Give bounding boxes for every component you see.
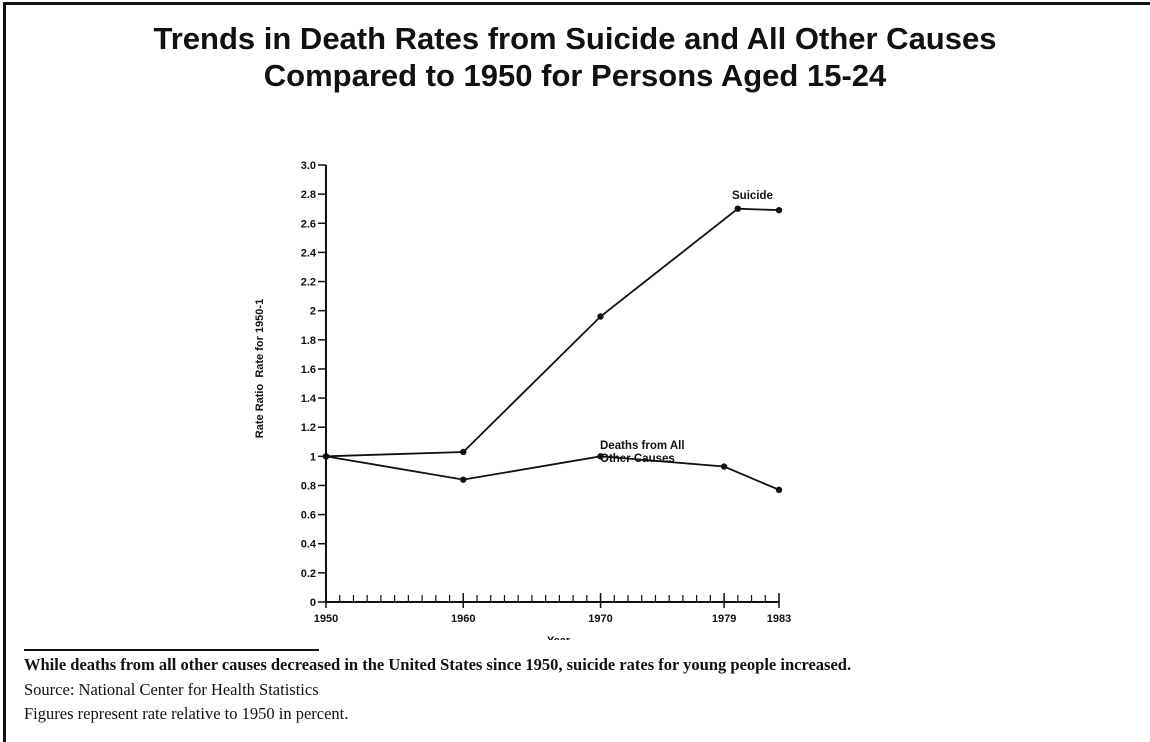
y-axis-title: Rate Ratio Rate for 1950-1 (254, 299, 266, 438)
data-point-suicide (460, 448, 467, 456)
y-tick-label: 1.6 (301, 364, 316, 376)
page-frame (3, 2, 1150, 742)
data-point-all-other-causes (775, 486, 783, 494)
chart-title: Trends in Death Rates from Suicide and A… (153, 21, 997, 56)
x-tick-label: 1950 (314, 613, 338, 625)
chart-title-block: Trends in Death Rates from Suicide and A… (0, 20, 1150, 94)
data-point-all-other-causes (322, 453, 330, 460)
caption-summary: While deaths from all other causes decre… (24, 655, 852, 674)
y-tick-label: 2.6 (301, 218, 316, 230)
y-tick-label: 0.2 (301, 568, 316, 580)
y-tick-label: 2.2 (301, 277, 316, 289)
y-tick-label: 1 (310, 451, 316, 463)
x-tick-label: 1979 (712, 613, 736, 625)
y-tick-label: 2 (310, 306, 316, 318)
chart-labels: Year Rate Ratio Rate for 1950-1 Suicide Dea… (254, 190, 773, 640)
data-point-suicide (597, 313, 604, 320)
x-axis-title: Year (547, 635, 571, 640)
y-tick-label: 0 (310, 597, 316, 609)
data-point-all-other-causes (460, 476, 467, 483)
series-line-all-other-causes (325, 455, 780, 491)
y-tick-label: 2.8 (301, 189, 316, 201)
y-tick-label: 1.8 (301, 335, 316, 347)
y-tick-label: 3.0 (301, 160, 316, 172)
series-label-suicide: Suicide (732, 190, 773, 202)
chart-points (322, 205, 783, 494)
line-chart: 0 0.2 0.4 0.6 0.8 1 1.2 1.4 1.6 1.8 2 2.2 2.4 2.6 2.8 3… (254, 160, 792, 640)
data-point-suicide (775, 206, 783, 214)
series-line-suicide (325, 207, 780, 458)
caption-divider (24, 649, 319, 651)
y-tick-label: 0.6 (301, 510, 316, 522)
y-tick-label: 0.8 (301, 480, 316, 492)
caption-note: Figures represent rate relative to 1950 … (24, 704, 349, 723)
x-tick-label: 1983 (767, 613, 791, 625)
chart-ticks: 0 0.2 0.4 0.6 0.8 1 1.2 1.4 1.6 1.8 2 2.2 2.4 2.6 2.8 3… (301, 160, 792, 625)
x-tick-label: 1970 (588, 613, 612, 625)
data-point-all-other-causes (597, 453, 604, 460)
y-tick-label: 2.4 (301, 247, 317, 259)
series-label-all-other-causes: Deaths from All Other Causes (600, 440, 685, 465)
x-tick-label: 1960 (451, 613, 475, 625)
chart-axes (325, 165, 779, 603)
data-point-suicide (734, 205, 742, 212)
y-tick-label: 1.4 (301, 393, 317, 405)
y-tick-label: 1.2 (301, 422, 316, 434)
caption-source: Source: National Center for Health Stati… (24, 680, 319, 699)
data-point-all-other-causes (720, 463, 728, 470)
y-tick-label: 0.4 (301, 539, 317, 551)
chart-series-lines (325, 207, 780, 491)
chart-subtitle: Compared to 1950 for Persons Aged 15-24 (263, 58, 887, 93)
